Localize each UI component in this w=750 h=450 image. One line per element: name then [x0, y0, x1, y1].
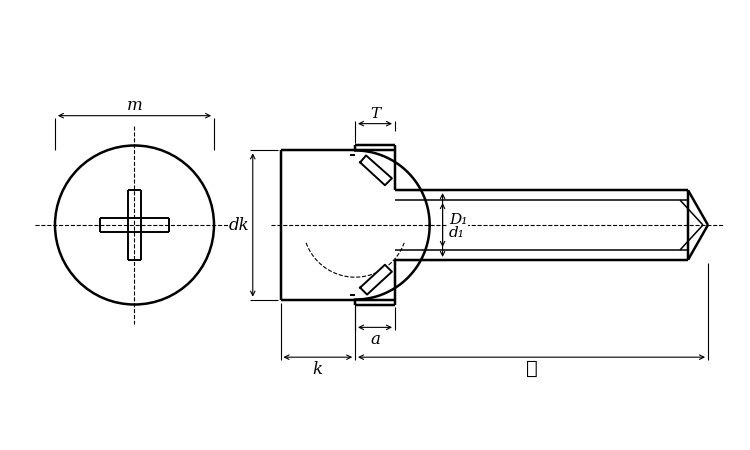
Text: T: T [370, 107, 380, 121]
Text: k: k [313, 360, 323, 378]
Text: d₁: d₁ [448, 226, 464, 240]
Text: D₁: D₁ [449, 213, 468, 227]
Text: a: a [370, 331, 380, 348]
Polygon shape [360, 155, 392, 185]
Text: m: m [127, 97, 142, 114]
Polygon shape [360, 265, 392, 295]
Text: dk: dk [229, 216, 249, 234]
Text: ℓ: ℓ [526, 360, 538, 378]
